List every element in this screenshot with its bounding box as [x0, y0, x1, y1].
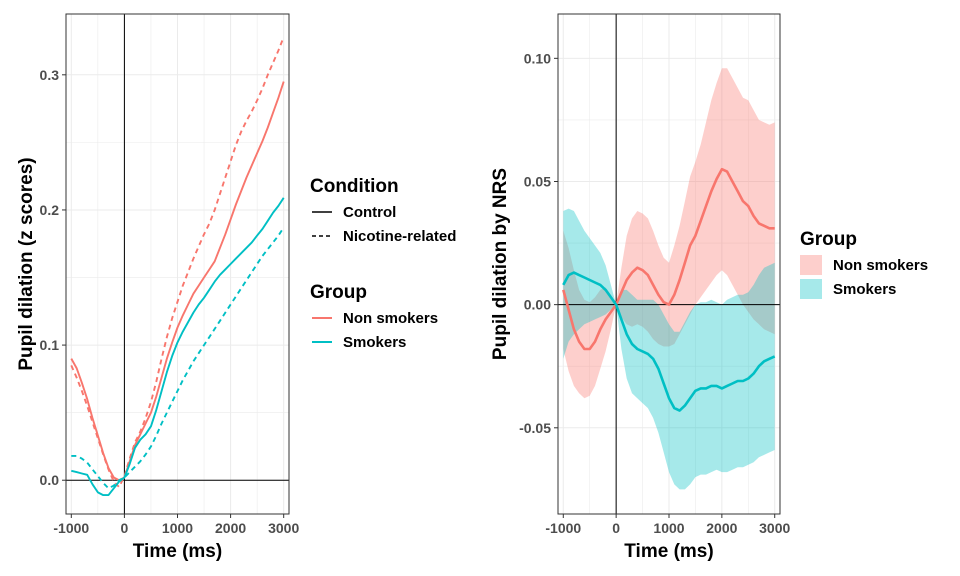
x-tick-label: -1000 [53, 520, 89, 536]
x-tick-label: 2000 [215, 520, 246, 536]
series-line-smokers [562, 271, 776, 412]
x-axis-title: Time (ms) [624, 541, 713, 562]
y-tick-label: -0.05 [519, 420, 551, 436]
legend-label: Smokers [343, 334, 406, 351]
y-tick-label: 0.05 [524, 173, 551, 189]
y-tick-label: 0.3 [40, 67, 60, 83]
series-line-non-smokers [562, 167, 775, 351]
legend-title-group: Group [800, 229, 857, 250]
series-line-smokers-nicotine-related [71, 226, 285, 490]
y-tick-label: 0.0 [40, 472, 60, 488]
x-tick-label: 0 [121, 520, 129, 536]
series-line-smokers-control [71, 197, 285, 497]
ribbon-non-smokers [563, 68, 775, 399]
legend-label: Control [343, 204, 396, 221]
y-axis-title: Pupil dilation (z scores) [16, 157, 37, 370]
legend-left-chart: Condition Control Nicotine-related Group Non… [310, 176, 456, 351]
ribbon-smokers [563, 208, 775, 490]
x-tick-label: 1000 [653, 520, 684, 536]
series-line-non-smokers-control [70, 81, 285, 482]
legend-key-swatch [800, 255, 822, 275]
x-axis-title: Time (ms) [133, 541, 222, 562]
y-tick-label: 0.00 [524, 297, 551, 313]
legend-title-condition: Condition [310, 176, 399, 197]
x-tick-label: 1000 [162, 520, 193, 536]
chart-pupil-dilation-by-nrs: -1000 0 1000 2000 3000 -0.05 0.00 0.05 0.10 Time … [490, 13, 790, 562]
chart-pupil-dilation: -1000 0 1000 2000 3000 0.0 0.1 0.2 0.3 Time (ms) P… [16, 13, 299, 562]
legend-key-swatch [800, 279, 822, 299]
gridlines [558, 14, 780, 514]
x-tick-label: 0 [612, 520, 620, 536]
legend-label: Non smokers [343, 310, 438, 327]
legend-label: Non smokers [833, 257, 928, 274]
series-line-non-smokers-nicotine-related [70, 36, 285, 488]
x-tick-label: 2000 [706, 520, 737, 536]
legend-label: Smokers [833, 281, 896, 298]
x-tick-label: 3000 [759, 520, 790, 536]
y-tick-label: 0.2 [40, 202, 60, 218]
legend-right-chart: Group Non smokers Smokers [800, 229, 928, 299]
y-axis-title: Pupil dilation by NRS [490, 168, 511, 360]
y-tick-label: 0.10 [524, 50, 551, 66]
y-tick-label: 0.1 [40, 337, 60, 353]
x-tick-label: 3000 [268, 520, 299, 536]
legend-title-group: Group [310, 282, 367, 303]
legend-label: Nicotine-related [343, 228, 456, 245]
x-tick-label: -1000 [545, 520, 581, 536]
